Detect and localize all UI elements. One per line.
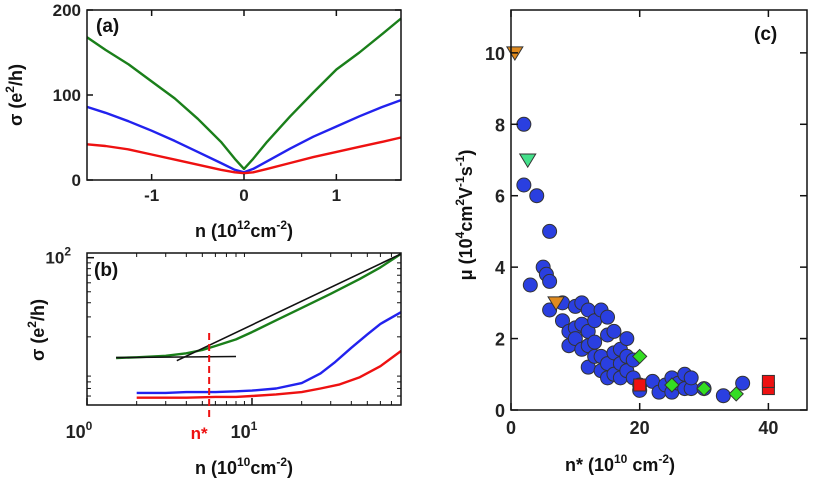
scatter-point-circles [542,273,558,289]
series-line-fit-flat [116,355,237,359]
series-line-green [116,252,402,360]
x-tick-label: 0 [239,186,248,205]
scatter-point-circles [683,370,699,386]
y-tick-label: 0 [495,401,505,421]
scatter-point-circles [542,223,558,239]
panel-c: 0 20 40 0 2 4 6 8 10 (c) n* (1010 cm-2) μ (104cm… [453,9,808,475]
panel-b-label: (b) [94,260,118,281]
panel-b-ticks: 100 101 102 [45,245,402,442]
series-line-blue [86,98,402,174]
scatter-point-circles [529,188,545,204]
scatter-point-circles [600,309,616,325]
panel-a: -1 0 1 0 100 200 (a) n (1012cm-2) σ (e2/h) [3,1,402,241]
scatter-point-circles [619,331,635,347]
panel-b: 100 101 102 n* (b) n (1010cm-2) σ (e2/h) [25,245,402,478]
scatter-point-circles [606,323,622,339]
scatter-point-red-squares [761,374,775,388]
panel-a-x-axis-label: n (1012cm-2) [195,218,293,241]
scatter-point-circles [516,177,532,193]
x-tick-label: 100 [66,419,93,442]
y-tick-label: 6 [495,187,505,207]
scatter-point-circles [516,116,532,132]
panel-b-y-axis-label: σ (e2/h) [25,299,48,361]
scatter-point-circles [715,388,731,404]
panel-c-label: (c) [754,24,777,45]
y-tick-label: 102 [45,245,71,268]
scatter-point-red-squares [633,378,647,392]
scatter-point-green-diamonds [696,380,712,397]
series-line-fit-rise [176,253,402,362]
scatter-point-orange-triangles [547,296,565,312]
panel-c-frame [510,9,808,411]
panel-a-ticks: -1 0 1 0 100 200 [53,1,401,205]
x-tick-label: 40 [758,418,778,438]
scatter-point-green-diamonds [631,348,648,365]
x-tick-label: 20 [630,418,650,438]
x-tick-label: 101 [231,419,258,442]
series-line-red [136,350,402,399]
y-tick-label: 100 [53,86,81,105]
y-tick-label: 8 [495,115,505,135]
scatter-point-green-diamonds [664,377,680,393]
y-tick-label: 0 [72,171,81,190]
y-tick-label: 200 [53,1,81,20]
y-tick-label: 10 [485,44,505,64]
series-line-red [86,136,402,175]
panel-c-x-axis-label: n* (1010 cm-2) [565,452,675,475]
panel-c-series [505,46,775,404]
scatter-point-circles [587,334,603,350]
scatter-point-green-triangles [518,153,537,169]
panel-b-series [116,252,402,399]
panel-c-y-axis-label: μ (104cm2V-1s-1) [453,150,476,281]
panel-a-y-axis-label: σ (e2/h) [3,64,26,126]
panel-a-label: (a) [96,16,119,37]
x-tick-label: 1 [332,186,341,205]
panel-a-series [86,17,402,175]
panel-c-ticks: 0 20 40 0 2 4 6 8 10 [485,10,807,438]
scatter-point-circles [735,375,751,391]
y-tick-label: 4 [495,258,505,278]
x-tick-label: 0 [506,418,516,438]
y-tick-label: 2 [495,330,505,350]
scatter-point-green-diamonds [728,386,744,402]
x-tick-label: -1 [144,186,159,205]
panel-b-x-axis-label: n (1010cm-2) [195,455,293,478]
series-line-green [86,17,402,171]
scatter-point-circles [522,277,538,293]
panel-a-frame [86,9,402,181]
series-line-blue [136,311,402,395]
n-star-marker-label: n* [191,424,208,443]
